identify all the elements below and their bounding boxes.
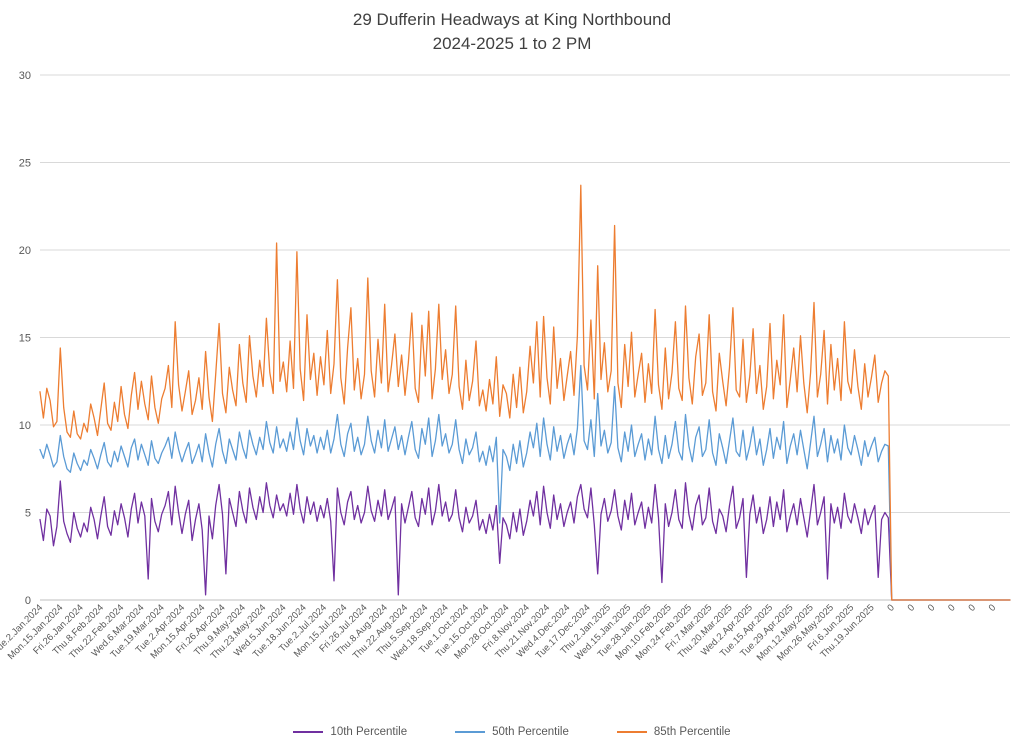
series-line-85th-percentile	[39, 184, 1011, 601]
x-axis-tick-label: 0	[926, 602, 938, 614]
y-axis-tick-label: 25	[19, 158, 31, 170]
series-line-10th-percentile	[39, 480, 1011, 601]
y-axis-tick-label: 20	[19, 245, 31, 257]
legend-item-10th-percentile: 10th Percentile	[293, 726, 407, 738]
legend-label-50th-percentile: 50th Percentile	[492, 726, 569, 738]
legend-item-85th-percentile: 85th Percentile	[616, 726, 731, 738]
x-axis-tick-label: 0	[966, 602, 978, 614]
y-axis-tick-label: 30	[19, 70, 31, 82]
x-axis-tick-label: 0	[987, 602, 999, 614]
chart-title: 29 Dufferin Headways at King Northbound	[352, 10, 672, 29]
legend-line-swatch-blue	[455, 731, 486, 733]
y-axis-tick-label: 0	[25, 595, 31, 607]
y-axis-tick-label: 15	[19, 333, 31, 345]
legend-label-10th-percentile: 10th Percentile	[330, 726, 408, 738]
legend-label-85th-percentile: 85th Percentile	[653, 726, 731, 738]
legend-item-50th-percentile: 50th Percentile	[455, 726, 569, 738]
chart-subtitle: 2024-2025 1 to 2 PM	[432, 34, 592, 53]
x-axis-tick-label: 0	[906, 602, 918, 614]
legend-line-swatch-purple	[293, 731, 324, 733]
x-axis-tick-label: 0	[885, 602, 897, 614]
legend-line-swatch-orange	[616, 731, 647, 733]
series-line-50th-percentile	[39, 364, 1011, 601]
chart-legend: 10th Percentile 50th Percentile 85th Per…	[0, 726, 1024, 738]
chart-title-block: 29 Dufferin Headways at King Northbound …	[0, 8, 1024, 56]
y-axis-tick-label: 10	[19, 420, 31, 432]
y-axis-tick-label: 5	[25, 508, 31, 520]
x-axis-tick-label: 0	[946, 602, 958, 614]
